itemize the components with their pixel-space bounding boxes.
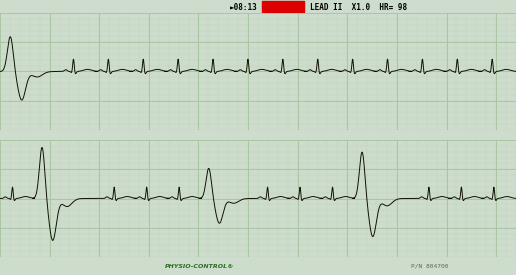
Text: LEAD II  X1.0  HR= 98: LEAD II X1.0 HR= 98 [310, 3, 407, 12]
Text: PHYSIO-CONTROL®: PHYSIO-CONTROL® [165, 263, 235, 268]
Text: ►08:13: ►08:13 [230, 3, 258, 12]
Text: P/N 804700: P/N 804700 [411, 263, 449, 268]
Bar [262, 1, 304, 12]
